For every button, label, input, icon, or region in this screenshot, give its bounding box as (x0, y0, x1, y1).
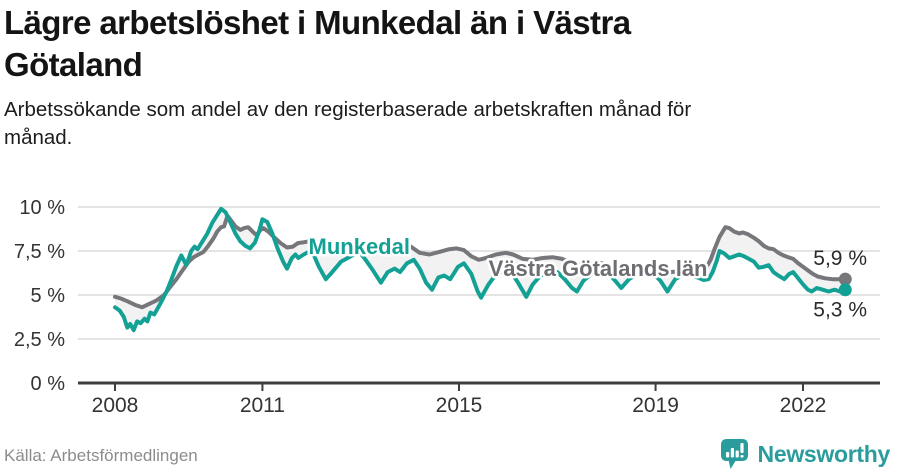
line-chart-area: 2008 2011 2015 2019 2022 0 % 2,5 % 5 % 7,5 % 10 %… (0, 190, 900, 426)
between-series-band (115, 208, 846, 331)
series-end-dot (838, 272, 852, 286)
series-label-v-stra-g-talands-l-n: Västra Götalands län (489, 256, 708, 281)
y-tick-label: 7,5 % (14, 241, 65, 263)
subtitle-line-2: månad. (4, 125, 73, 149)
title-line-2: Götaland (4, 46, 143, 84)
newsworthy-logo-text: Newsworthy (757, 441, 891, 467)
chart-footer: Källa: Arbetsförmedlingen Newsworthy (0, 432, 900, 474)
source-note: Källa: Arbetsförmedlingen (4, 446, 198, 465)
chart-subtitle: Arbetssökande som andel av den registerb… (4, 96, 864, 150)
newsworthy-speech-bubble-barchart-icon (720, 439, 748, 469)
series-end-dot (838, 283, 852, 297)
x-tick-label: 2011 (240, 394, 285, 417)
series-line-munkedal (113, 206, 848, 333)
y-tick-label: 5 % (31, 285, 66, 307)
x-tick-label: 2008 (92, 394, 139, 417)
page-title: Lägre arbetslöshet i Munkedal än i Västr… (4, 2, 864, 86)
series-end-value-label: 5,3 % (813, 299, 867, 322)
x-tick-label: 2019 (632, 394, 679, 417)
chart-header: Lägre arbetslöshet i Munkedal än i Västr… (4, 2, 864, 151)
y-tick-label: 2,5 % (14, 329, 65, 351)
series-label-munkedal: Munkedal (309, 234, 410, 259)
x-tick-label: 2022 (780, 394, 827, 417)
x-tick-label: 2015 (436, 394, 483, 417)
newsworthy-logo: Newsworthy (720, 439, 891, 470)
series-end-value-label: 5,9 % (813, 247, 867, 270)
subtitle-line-1: Arbetssökande som andel av den registerb… (4, 98, 692, 122)
y-tick-label: 0 % (31, 373, 66, 395)
series-line-v-stra-g-talands-l-n (113, 213, 848, 310)
title-line-1: Lägre arbetslöshet i Munkedal än i Västr… (4, 4, 631, 41)
unemployment-line-chart: 2008 2011 2015 2019 2022 0 % 2,5 % 5 % 7,5 % 10 %… (14, 197, 880, 417)
y-tick-label: 10 % (19, 197, 65, 219)
